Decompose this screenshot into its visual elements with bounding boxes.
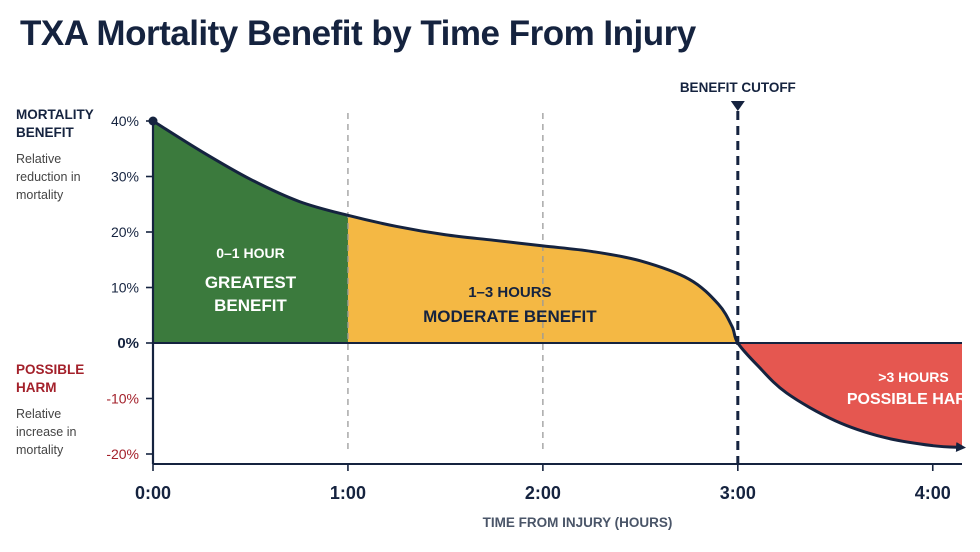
x-tick-label: 1:00: [330, 483, 366, 503]
harm-axis-label: POSSIBLE HARM Relative increase in morta…: [16, 361, 106, 459]
benefit-subtitle: Relative reduction in mortality: [16, 152, 81, 202]
harm-heading: POSSIBLE HARM: [16, 362, 85, 395]
zone-fill: [153, 121, 348, 343]
zone-fill: [737, 342, 962, 448]
curve-start-point: [148, 116, 158, 126]
zone-title-label: POSSIBLE HARM: [847, 391, 980, 408]
y-tick-label: 0%: [117, 335, 139, 352]
y-tick-label: 10%: [111, 280, 139, 296]
x-tick-label: 3:00: [720, 483, 756, 503]
cutoff-label: BENEFIT CUTOFF: [680, 80, 796, 95]
x-tick-label: 2:00: [525, 483, 561, 503]
benefit-curve-line: [152, 119, 966, 452]
y-tick-label: 30%: [111, 169, 139, 185]
zone-title-label: GREATEST: [205, 273, 297, 292]
x-tick-label: 4:00: [915, 483, 951, 503]
chart-title: TXA Mortality Benefit by Time From Injur…: [20, 14, 696, 53]
zone-range-label: 0–1 HOUR: [216, 245, 284, 261]
cutoff-arrow-icon: [730, 101, 745, 111]
y-tick-label: 40%: [111, 113, 139, 129]
harm-subtitle: Relative increase in mortality: [16, 407, 77, 457]
benefit-axis-label: MORTALITY BENEFIT Relative reduction in …: [16, 106, 106, 204]
zone-title-label: BENEFIT: [214, 296, 287, 315]
benefit-heading: MORTALITY BENEFIT: [16, 107, 94, 140]
zone-title-label: MODERATE BENEFIT: [423, 307, 597, 326]
x-axis-title: TIME FROM INJURY (HOURS): [483, 515, 673, 530]
x-tick-label: 0:00: [135, 483, 171, 503]
y-tick-label: -10%: [106, 391, 139, 407]
y-tick-label: -20%: [106, 446, 139, 462]
y-tick-label: 20%: [111, 224, 139, 240]
zone-range-label: 1–3 HOURS: [468, 284, 551, 301]
zone-range-label: >3 HOURS: [878, 369, 948, 385]
